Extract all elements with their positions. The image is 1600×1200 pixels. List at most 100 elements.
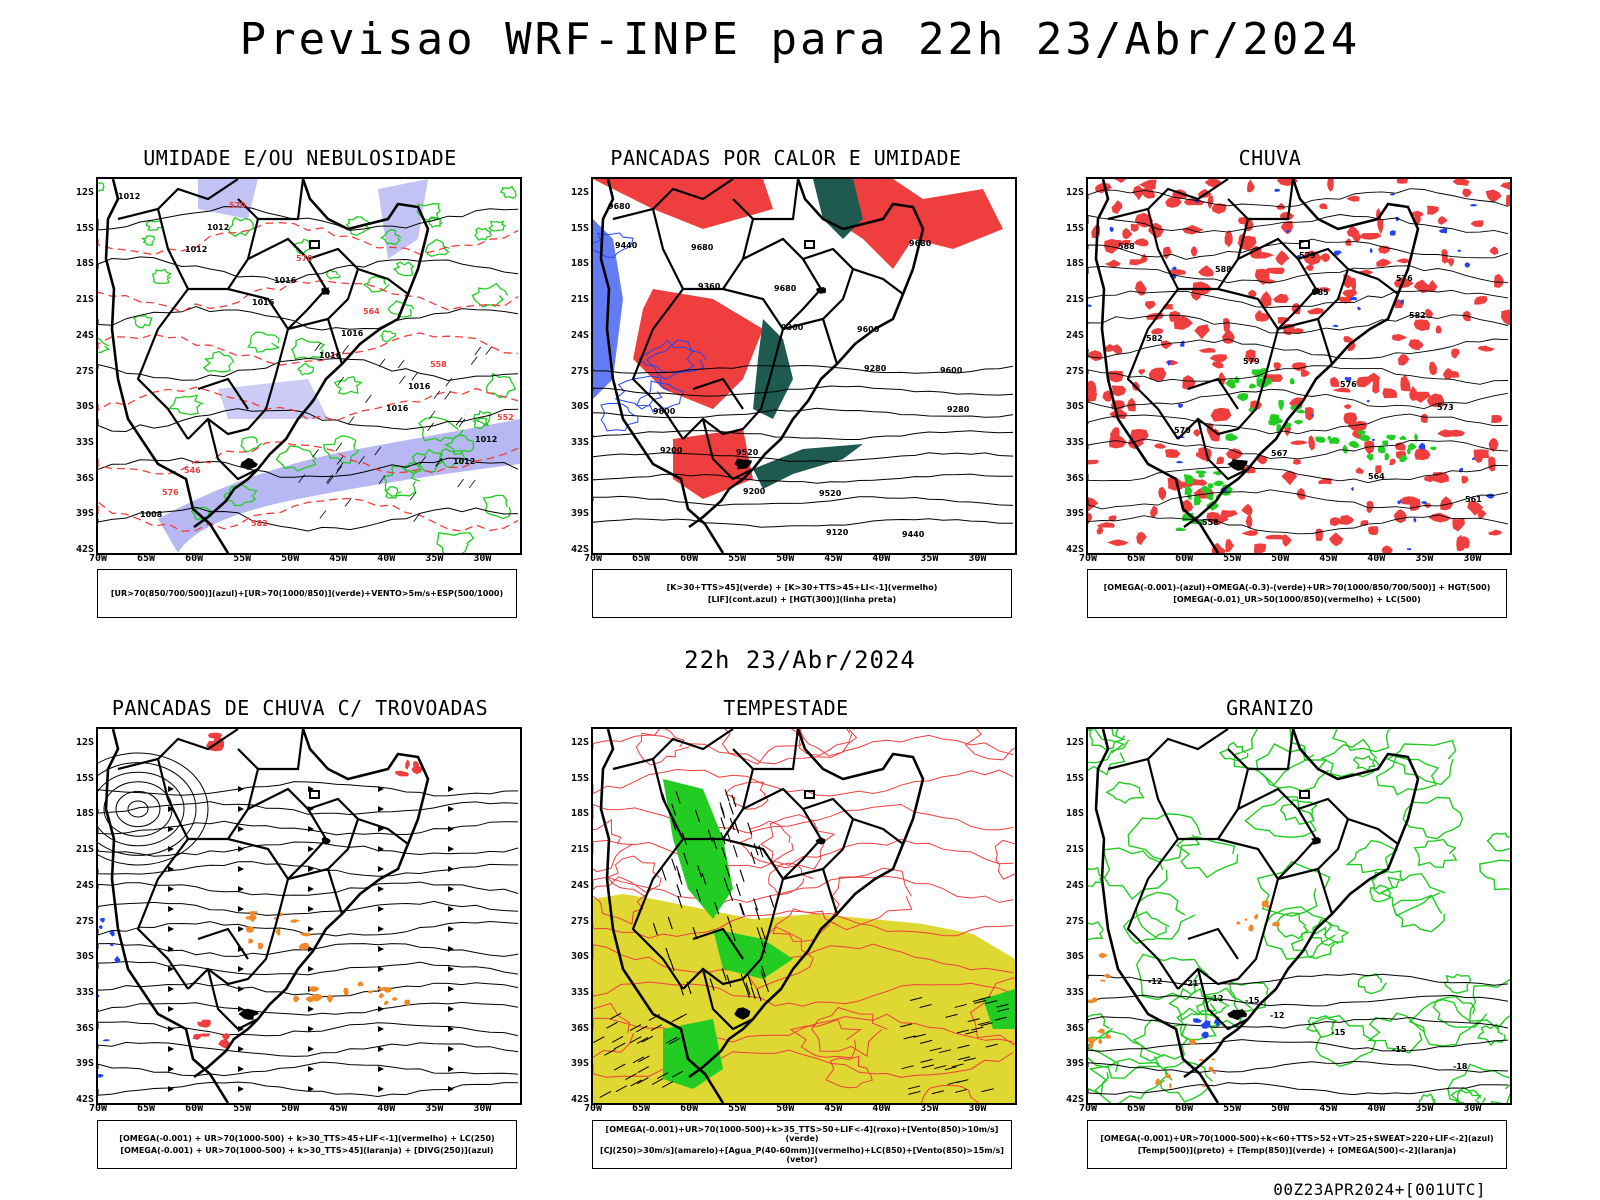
streamline-arrow bbox=[168, 886, 174, 892]
omega500-area bbox=[1198, 1058, 1204, 1061]
legend-line: [OMEGA(-0.001)+UR>70(1000-500)+k<60+TTS>… bbox=[1100, 1134, 1494, 1143]
rain-area bbox=[1169, 269, 1187, 275]
wind-vector bbox=[474, 346, 482, 356]
rain-area bbox=[1400, 374, 1411, 392]
wind-vector bbox=[613, 1063, 626, 1071]
wind-vector bbox=[714, 902, 720, 915]
rain-area bbox=[1182, 375, 1196, 390]
streamline-arrow bbox=[378, 966, 384, 972]
wind-vector bbox=[753, 898, 759, 911]
wind-vector bbox=[728, 888, 734, 902]
country-border bbox=[227, 237, 409, 295]
rain-area bbox=[1165, 196, 1182, 208]
rain-light-area bbox=[1311, 414, 1315, 417]
contour-label: 1012 bbox=[453, 457, 475, 466]
temp850-contour bbox=[1443, 973, 1472, 994]
lat-tick-label: 27S bbox=[1065, 365, 1084, 377]
pressure-contour bbox=[98, 256, 519, 283]
lat-tick-label: 39S bbox=[570, 508, 589, 520]
lon-tick-label: 50W bbox=[776, 553, 795, 564]
convection-area bbox=[290, 919, 301, 923]
map-humidity: 1012 1012 1016 1016 1016 1012 1008 1012 1016 1016… bbox=[96, 177, 522, 555]
country-border bbox=[117, 729, 239, 771]
rain-area bbox=[1315, 528, 1323, 542]
streamline-arrow bbox=[378, 1086, 384, 1092]
capital-box bbox=[804, 240, 815, 249]
wind-vector bbox=[747, 973, 753, 987]
lat-tick-label: 36S bbox=[75, 1022, 94, 1034]
lif-contour bbox=[645, 339, 707, 380]
wind-vector bbox=[314, 342, 322, 352]
omega500-area bbox=[1155, 1078, 1161, 1086]
wind-vector bbox=[312, 449, 319, 458]
country-border bbox=[782, 258, 823, 330]
temp850-contour bbox=[1102, 847, 1168, 900]
rain-area bbox=[1339, 515, 1355, 525]
hgt300-contour bbox=[593, 385, 1014, 397]
temp850-contour bbox=[1468, 978, 1510, 1030]
wind-vector bbox=[637, 1077, 649, 1085]
lon-tick-label: 35W bbox=[920, 553, 939, 564]
rain-area bbox=[1088, 497, 1099, 512]
lat-tick-label: 12S bbox=[1065, 187, 1084, 198]
temp850-contour bbox=[1352, 754, 1376, 772]
temp850-contour bbox=[1450, 1089, 1482, 1103]
streamline-arrow bbox=[378, 946, 384, 952]
lat-tick-label: 15S bbox=[75, 772, 94, 784]
country-border bbox=[206, 418, 259, 481]
rain-area bbox=[1329, 517, 1341, 526]
rain-light-area bbox=[1088, 304, 1092, 307]
humidity-contour bbox=[485, 372, 517, 399]
hgt300-contour bbox=[593, 518, 1014, 528]
legend-rain: [OMEGA(-0.001)-(azul)+OMEGA(-0.3)-(verde… bbox=[1087, 569, 1507, 618]
streamline-arrow bbox=[308, 866, 314, 872]
rain-area bbox=[1290, 440, 1308, 445]
rain-omega-area bbox=[1414, 433, 1419, 443]
streamline-arrow bbox=[308, 1006, 314, 1012]
country-border bbox=[136, 758, 190, 990]
rain-area bbox=[1129, 259, 1147, 266]
rain-area bbox=[1327, 179, 1334, 192]
instability-area bbox=[593, 179, 773, 229]
rain-light-area bbox=[1350, 487, 1354, 491]
wind-vector bbox=[738, 902, 745, 916]
rain-area bbox=[1319, 287, 1331, 293]
lat-tick-label: 30S bbox=[1065, 951, 1084, 963]
water-contour bbox=[994, 839, 1015, 880]
wind-vector bbox=[732, 845, 738, 858]
contour-label: 1012 bbox=[207, 223, 229, 232]
rain-area bbox=[1245, 513, 1253, 530]
contour-label: 9680 bbox=[691, 243, 714, 252]
rain-omega-area bbox=[1248, 406, 1254, 412]
rain-area bbox=[1494, 273, 1504, 288]
rain-area bbox=[1207, 195, 1214, 209]
rain-area bbox=[1088, 459, 1099, 465]
wind-vector bbox=[637, 1066, 650, 1074]
lagoon bbox=[734, 1007, 751, 1020]
rain-area bbox=[1425, 308, 1434, 319]
wind-vector bbox=[974, 999, 987, 1004]
streamline-arrow bbox=[238, 986, 244, 992]
humidity-contour bbox=[133, 315, 153, 329]
rain-area bbox=[1097, 522, 1115, 528]
rain-area bbox=[1241, 530, 1259, 536]
lake bbox=[1311, 837, 1321, 845]
wind-vector bbox=[378, 475, 386, 484]
streamline-arrow bbox=[378, 826, 384, 832]
rain-area bbox=[1107, 539, 1129, 547]
convection-area bbox=[357, 981, 364, 987]
legend-line: [OMEGA(-0.001) + UR>70(1000-500) + k>30_… bbox=[120, 1146, 494, 1155]
humidity-contour bbox=[474, 227, 493, 241]
lon-tick-label: 40W bbox=[1367, 553, 1386, 564]
wind-vector bbox=[342, 344, 349, 354]
rain-area bbox=[1223, 317, 1231, 335]
temp850-contour bbox=[1369, 884, 1392, 903]
lon-tick-label: 60W bbox=[1175, 1103, 1194, 1114]
pressure-contour bbox=[98, 206, 519, 231]
wind-vector bbox=[675, 865, 681, 878]
rain-area bbox=[1169, 310, 1181, 323]
rain-area bbox=[1224, 230, 1233, 248]
rain-area bbox=[1190, 288, 1202, 301]
contour-label: -12 bbox=[1148, 977, 1162, 986]
rain-light-area bbox=[1109, 226, 1114, 233]
